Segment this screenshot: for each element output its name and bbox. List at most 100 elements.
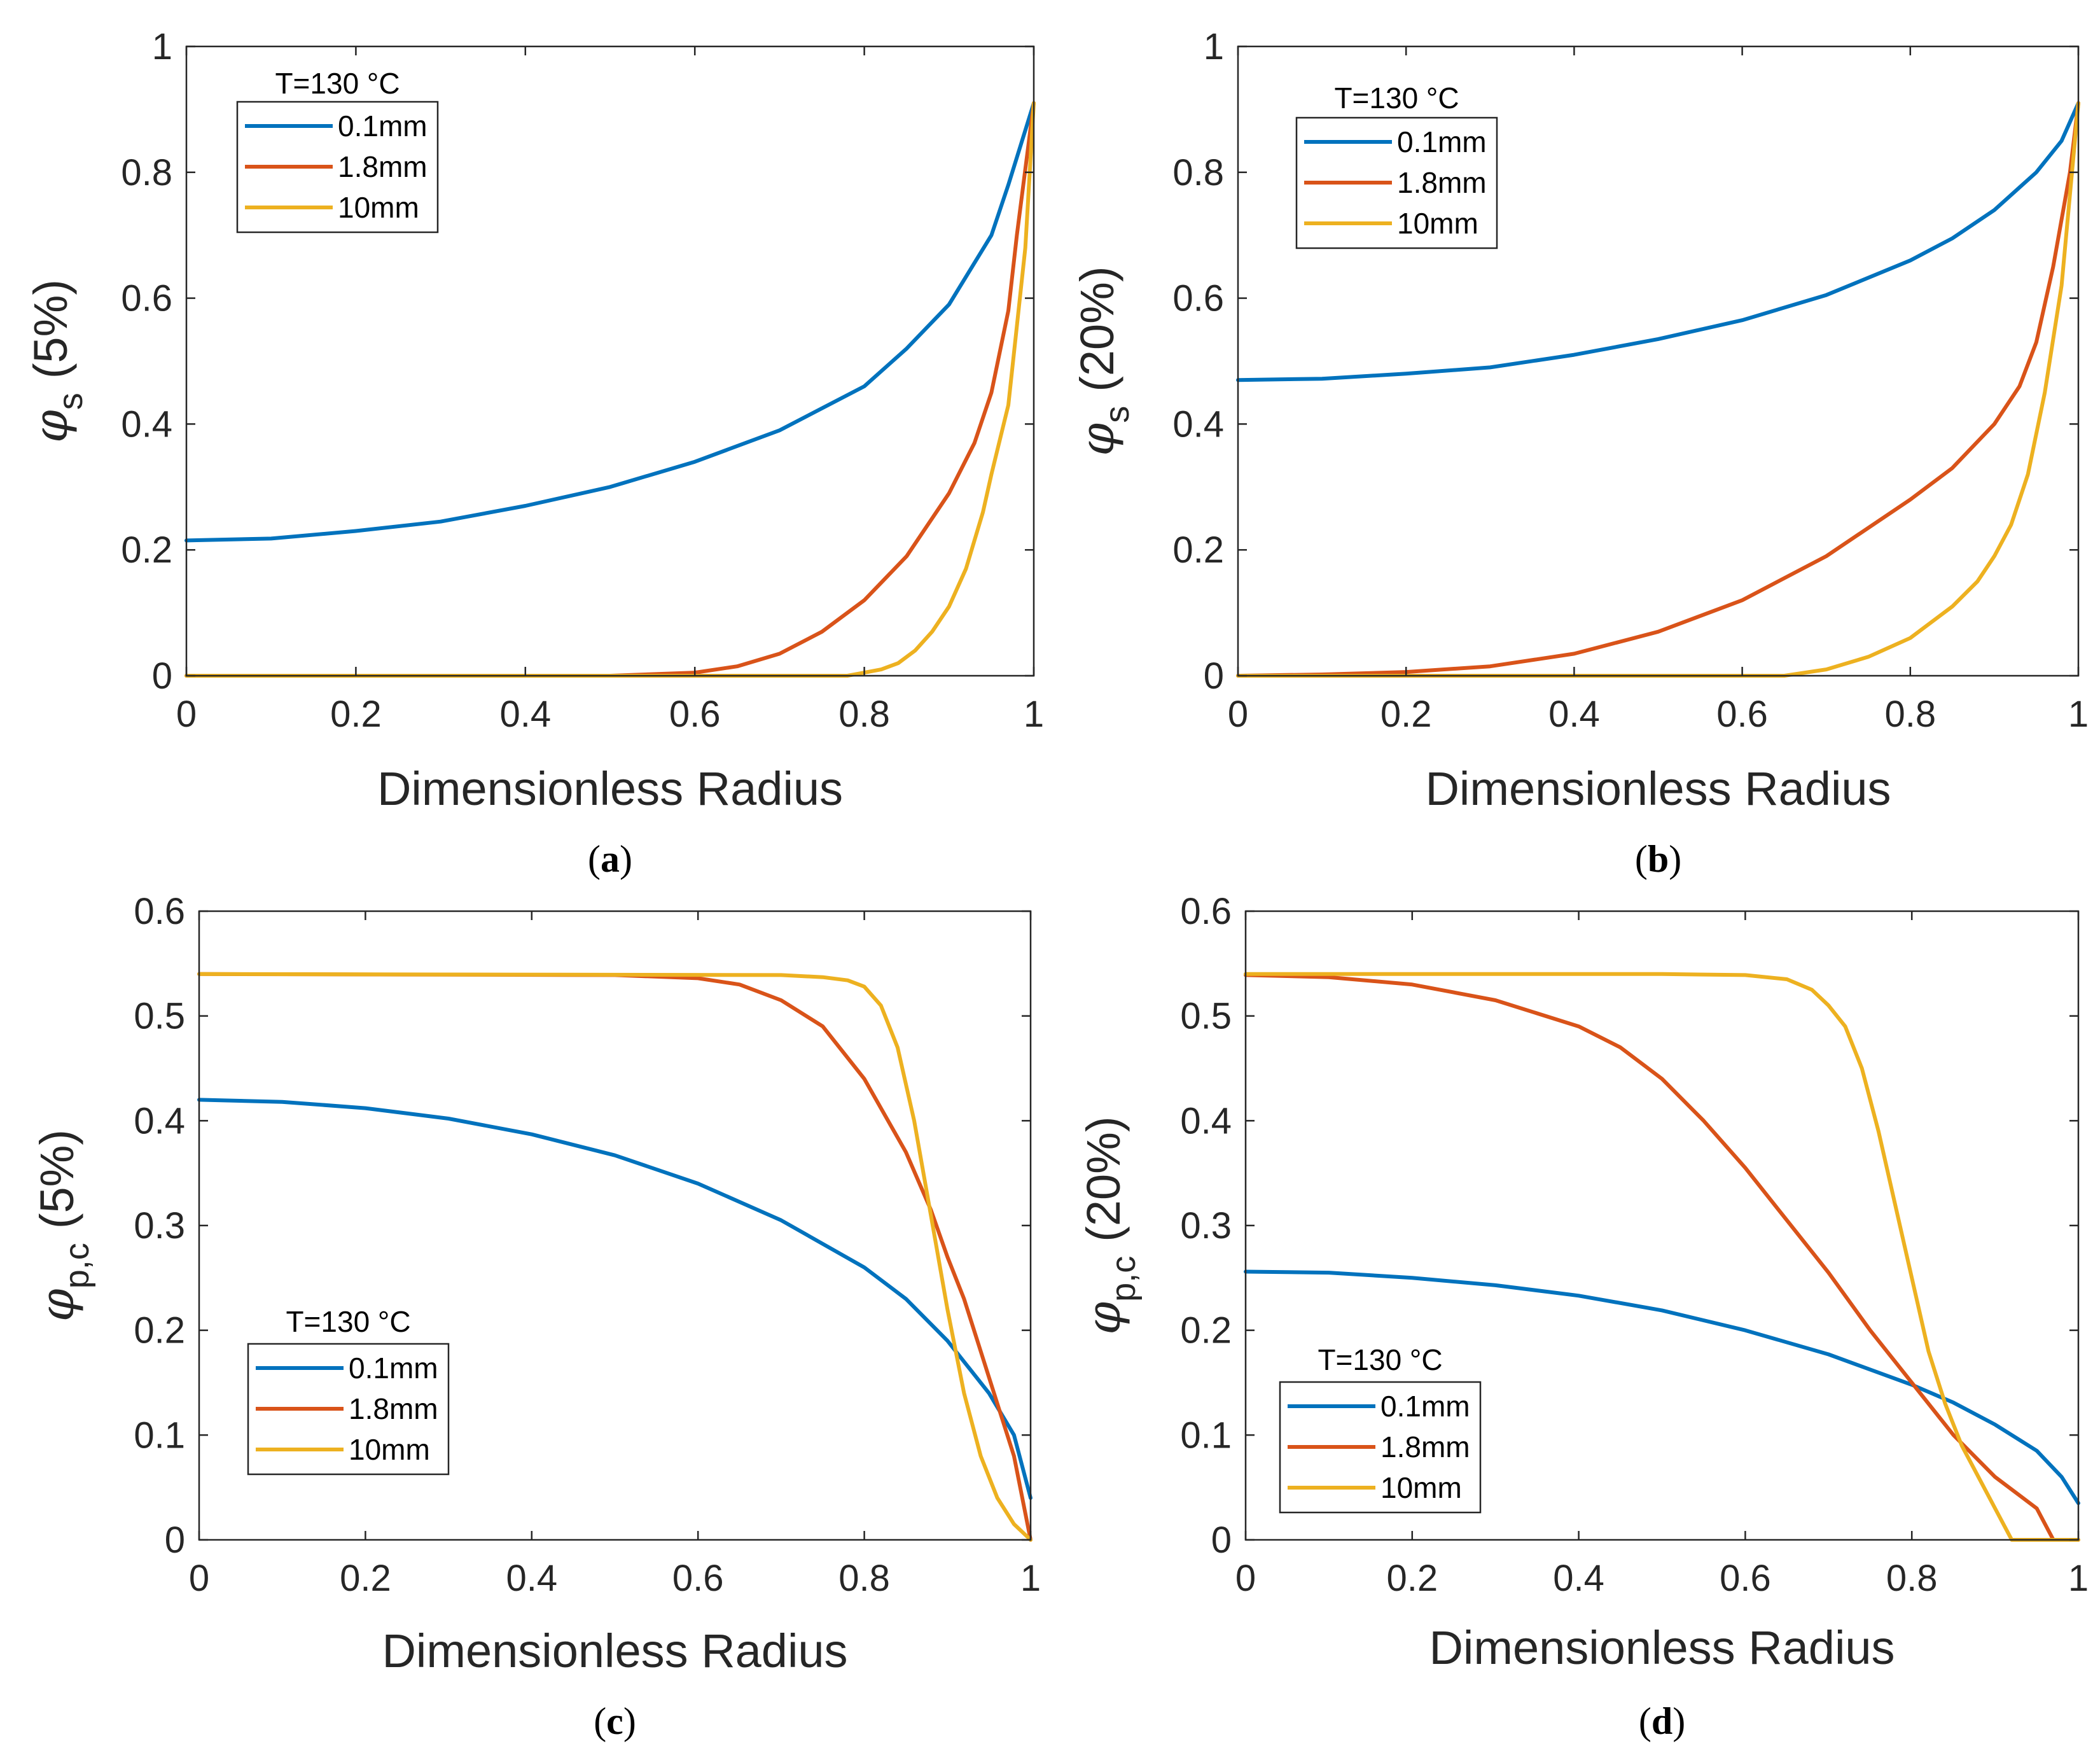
panel-a-y-tick-label: 0.4 [121, 403, 172, 445]
panel-d-x-tick-label: 0.2 [1386, 1558, 1438, 1599]
panel-d-y-tick-label: 0 [1211, 1519, 1232, 1561]
panel-c: 0 0.2 0.4 0.6 0.8 1 0 0.1 0.2 0.3 0.4 0.5 0.6 Dimensi… [30, 891, 1041, 1742]
panel-a-caption-open: ( [588, 838, 601, 880]
panel-a-y-tick-label: 0.6 [121, 278, 172, 319]
panel-c-y-tick-label: 0 [165, 1519, 185, 1561]
panel-c-y-tick-label: 0.4 [134, 1100, 185, 1142]
panel-d-caption-open: ( [1639, 1700, 1651, 1742]
panel-b-caption-close: ) [1669, 838, 1681, 880]
panel-b-axes-frame [1237, 45, 2080, 677]
panel-c-y-tick-label: 0.6 [134, 891, 185, 932]
panel-d-y-tick-label: 0.5 [1180, 996, 1232, 1037]
panel-c-x-tick-label: 0.4 [506, 1558, 557, 1599]
panel-c-x-tick-label: 0.2 [340, 1558, 391, 1599]
panel-a-y-axis-symbol: φ [24, 410, 78, 443]
panel-c-legend-label-0.1mm: 0.1mm [349, 1351, 438, 1385]
panel-a-x-tick-label: 1 [1024, 694, 1044, 735]
panel-c-legend-title: T=130 °C [286, 1305, 410, 1338]
panel-c-series-line-10mm [197, 972, 1033, 1542]
panel-d-series-line-0.1mm [1244, 1269, 2080, 1505]
panel-c-x-tick-label: 0.6 [672, 1558, 724, 1599]
panel-c-y-tick-label: 0.2 [134, 1310, 185, 1351]
panel-b-legend-label-0.1mm: 0.1mm [1397, 125, 1487, 158]
panel-d-y-axis-subscript: p,c [1104, 1256, 1143, 1302]
panel-b-legend-title: T=130 °C [1334, 81, 1459, 115]
panel-a-y-axis-suffix: (5%) [24, 279, 77, 379]
panel-c-x-tick-label: 0.8 [838, 1558, 890, 1599]
panel-a-x-tick-label: 0.2 [330, 694, 382, 735]
panel-b-legend-label-10mm: 10mm [1397, 207, 1478, 240]
panel-a-y-tick-label: 0.8 [121, 152, 172, 193]
panel-d-caption-letter: d [1651, 1700, 1672, 1742]
panel-c-x-axis-title: Dimensionless Radius [382, 1624, 847, 1677]
panel-a-y-tick-label: 0 [152, 655, 172, 697]
panel-b-x-tick-label: 0 [1228, 694, 1248, 735]
panel-b-legend-label-1.8mm: 1.8mm [1397, 166, 1487, 199]
panel-c-caption: (c) [594, 1700, 636, 1742]
panel-c-legend-label-10mm: 10mm [349, 1433, 430, 1466]
panel-d-caption-close: ) [1672, 1700, 1685, 1742]
panel-c-x-tick-label: 1 [1020, 1558, 1041, 1599]
panel-a-x-tick-label: 0.6 [669, 694, 721, 735]
panel-d-y-axis-suffix: (20%) [1077, 1116, 1130, 1241]
panel-c-legend-label-1.8mm: 1.8mm [349, 1392, 438, 1425]
panel-b-y-tick-label: 0 [1204, 655, 1224, 697]
panel-b-y-axis-suffix: (20%) [1071, 266, 1123, 391]
panel-b-x-tick-label: 0.6 [1716, 694, 1768, 735]
panel-a: 0 0.2 0.4 0.6 0.8 1 0 0.2 0.4 0.6 0.8 1 Dimensionles… [24, 26, 1044, 880]
panel-d-legend-label-0.1mm: 0.1mm [1380, 1390, 1470, 1423]
panel-d-x-tick-label: 0 [1235, 1558, 1256, 1599]
panel-b-y-axis-subscript: s [1098, 406, 1136, 423]
panel-a-caption: (a) [588, 838, 632, 880]
panel-a-x-tick-label: 0.8 [838, 694, 890, 735]
panel-d-x-tick-label: 0.8 [1886, 1558, 1938, 1599]
panel-a-legend-title: T=130 °C [275, 67, 400, 100]
panel-c-y-axis-title: φp,c (5%) [30, 1129, 96, 1322]
panel-c-y-axis-suffix: (5%) [31, 1129, 83, 1229]
panel-a-series-line-10mm [184, 101, 1036, 678]
panel-d-y-tick-label: 0.1 [1180, 1414, 1232, 1456]
panel-a-y-tick-label: 0.2 [121, 529, 172, 571]
panel-c-caption-close: ) [623, 1700, 636, 1742]
panel-b-series-line-1.8mm [1236, 101, 2080, 678]
panel-d-y-axis-symbol: φ [1076, 1302, 1131, 1335]
panel-b-y-axis-title: φs (20%) [1070, 266, 1136, 456]
panel-b-y-tick-label: 0.8 [1172, 152, 1224, 193]
panel-c-y-tick-label: 0.3 [134, 1205, 185, 1247]
panel-d-legend-label-10mm: 10mm [1380, 1471, 1462, 1504]
panel-d: 0 0.2 0.4 0.6 0.8 1 0 0.1 0.2 0.3 0.4 0.5 0.6 Dimensi… [1076, 891, 2089, 1742]
panel-b-y-axis-symbol: φ [1070, 423, 1125, 456]
panel-b: 0 0.2 0.4 0.6 0.8 1 0 0.2 0.4 0.6 0.8 1 Dimensionles… [1070, 26, 2089, 880]
panel-a-legend-label-1.8mm: 1.8mm [338, 150, 428, 183]
panel-d-caption: (d) [1639, 1700, 1685, 1742]
panel-d-y-tick-label: 0.3 [1180, 1205, 1232, 1247]
panel-b-x-tick-label: 0.8 [1884, 694, 1936, 735]
panel-a-y-axis-title: φs (5%) [24, 279, 90, 443]
panel-b-x-tick-label: 0.4 [1548, 694, 1600, 735]
panel-a-y-axis-subscript: s [52, 393, 90, 410]
panel-b-caption-letter: b [1648, 838, 1669, 880]
panel-d-y-axis-title: φp,c (20%) [1076, 1116, 1143, 1334]
panel-b-x-tick-label: 0.2 [1380, 694, 1432, 735]
panel-b-x-axis-title: Dimensionless Radius [1425, 762, 1891, 815]
panel-a-axes-frame [185, 45, 1035, 677]
panel-a-x-axis-title: Dimensionless Radius [377, 762, 843, 815]
panel-b-series-line-0.1mm [1236, 101, 2080, 382]
panel-a-legend-label-10mm: 10mm [338, 191, 419, 224]
panel-b-y-tick-label: 0.4 [1172, 403, 1224, 445]
panel-d-legend-label-1.8mm: 1.8mm [1380, 1430, 1470, 1463]
panel-a-y-tick-label: 1 [152, 26, 172, 67]
panel-a-x-tick-label: 0.4 [499, 694, 551, 735]
panel-c-caption-letter: c [606, 1700, 623, 1742]
panel-d-x-axis-title: Dimensionless Radius [1429, 1621, 1895, 1674]
panel-a-caption-letter: a [601, 838, 620, 880]
panel-d-x-tick-label: 1 [2068, 1558, 2089, 1599]
panel-b-y-tick-label: 1 [1204, 26, 1224, 67]
panel-d-y-tick-label: 0.2 [1180, 1310, 1232, 1351]
panel-c-y-axis-symbol: φ [30, 1289, 85, 1322]
panel-d-x-tick-label: 0.4 [1553, 1558, 1604, 1599]
panel-d-series-line-10mm [1244, 972, 2080, 1542]
panel-c-y-tick-label: 0.5 [134, 996, 185, 1037]
panel-b-caption-open: ( [1635, 838, 1648, 880]
